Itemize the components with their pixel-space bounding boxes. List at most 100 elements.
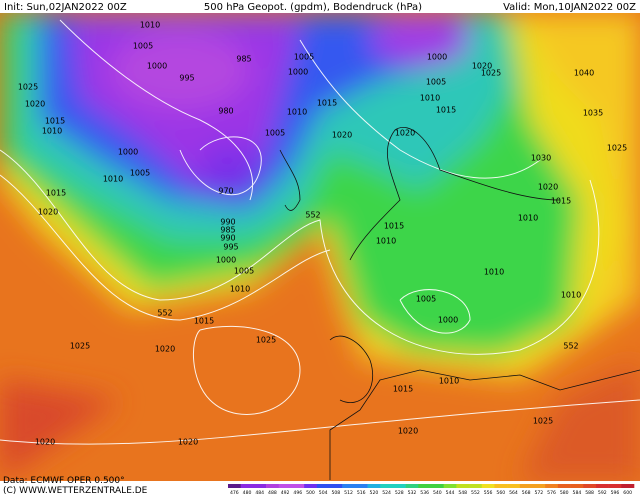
isobar-label: 1005 [265, 129, 285, 138]
isobar-label: 1000 [147, 62, 167, 71]
colorbar-label: 600 [623, 490, 632, 495]
colorbar-label: 528 [395, 490, 404, 495]
isobar-label-text: 1020 [538, 183, 558, 192]
isobar-label-text: 552 [157, 309, 172, 318]
isobar-label: 1020 [538, 183, 558, 192]
isobar-label: 1015 [551, 197, 571, 206]
isobar-label: 1005 [133, 42, 153, 51]
isobar-label-text: 1020 [332, 131, 352, 140]
isobar-label-text: 1010 [103, 175, 123, 184]
isobar-label: 1020 [398, 427, 418, 436]
isobar-label: 990 [220, 218, 235, 227]
isobar-label-text: 1040 [574, 69, 594, 78]
isobar-label: 1015 [317, 99, 337, 108]
colorbar-swatch [253, 484, 267, 488]
isobar-label: 1015 [384, 222, 404, 231]
colorbar-swatch [481, 484, 495, 488]
isobar-label-text: 1005 [265, 129, 285, 138]
map-title: 500 hPa Geopot. (gpdm), Bodendruck (hPa) [204, 2, 422, 13]
isobar-label-text: 990 [220, 234, 235, 243]
isobar-label-text: 1010 [561, 291, 581, 300]
isobar-label-text: 1010 [230, 285, 250, 294]
isobar-label: 1015 [45, 117, 65, 126]
colorbar-label: 588 [585, 490, 594, 495]
colorbar-label: 576 [547, 490, 556, 495]
isobar-label-text: 1000 [216, 256, 236, 265]
isobar-label-text: 985 [236, 55, 251, 64]
isobar-label: 1025 [481, 69, 501, 78]
colorbar-label: 544 [446, 490, 455, 495]
isobar-label-text: 1000 [118, 148, 138, 157]
colorbar-label: 584 [573, 490, 582, 495]
colorbar-swatch [621, 484, 635, 488]
isobar-label: 1020 [25, 100, 45, 109]
isobar-label-text: 1020 [398, 427, 418, 436]
isobar-label-text: 1010 [376, 237, 396, 246]
isobar-label: 1035 [583, 109, 603, 118]
isobar-label: 1000 [118, 148, 138, 157]
colorbar-label: 512 [344, 490, 353, 495]
isobar-label: 1010 [420, 94, 440, 103]
colorbar-swatch [342, 484, 356, 488]
isobar-label: 1015 [194, 317, 214, 326]
colorbar-label: 548 [458, 490, 467, 495]
isobar-label-text: 1020 [38, 208, 58, 217]
colorbar-swatch [278, 484, 292, 488]
isobar-label: 990 [220, 234, 235, 243]
isobar-label-text: 1005 [130, 169, 150, 178]
colorbar-swatch [469, 484, 483, 488]
isobar-label: 1025 [607, 144, 627, 153]
isobar-label: 985 [236, 55, 251, 64]
isobar-label-text: 1025 [607, 144, 627, 153]
colorbar-swatch [291, 484, 305, 488]
isobar-label-text: 1000 [438, 316, 458, 325]
copyright: (C) WWW.WETTERZENTRALE.DE [3, 486, 148, 495]
isobar-label-text: 1010 [42, 127, 62, 136]
isobar-label: 1020 [38, 208, 58, 217]
isobar-label-text: 1010 [140, 21, 160, 30]
isobar-label: 995 [223, 243, 238, 252]
isobar-label: 1005 [426, 78, 446, 87]
isobar-label-text: 1020 [25, 100, 45, 109]
colorbar-label: 540 [433, 490, 442, 495]
colorbar-label: 520 [370, 490, 379, 495]
colorbar-label: 496 [293, 490, 302, 495]
isobar-label: 1015 [436, 106, 456, 115]
colorbar-label: 488 [268, 490, 277, 495]
isobar-label: 1010 [484, 268, 504, 277]
init-time: Init: Sun,02JAN2022 00Z [4, 2, 127, 13]
colorbar-label: 568 [522, 490, 531, 495]
colorbar-label: 516 [357, 490, 366, 495]
isobar-label-text: 1010 [484, 268, 504, 277]
isobar-label: 995 [179, 74, 194, 83]
colorbar-swatch [316, 484, 330, 488]
isobar-label-text: 1010 [287, 108, 307, 117]
colorbar-label: 564 [509, 490, 518, 495]
colorbar-swatch [443, 484, 457, 488]
colorbar-label: 484 [255, 490, 264, 495]
isobar-label: 552 [563, 342, 578, 351]
colorbar-label: 532 [408, 490, 417, 495]
colorbar-label: 480 [243, 490, 252, 495]
isobar-label: 985 [220, 226, 235, 235]
colorbar-swatch [545, 484, 559, 488]
isobar-label: 1010 [376, 237, 396, 246]
isobar-label-text: 985 [220, 226, 235, 235]
colorbar-swatch [507, 484, 521, 488]
colorbar-label: 552 [471, 490, 480, 495]
colorbar-swatch [494, 484, 508, 488]
isobar-label: 1000 [438, 316, 458, 325]
isobar-label-text: 1025 [70, 342, 90, 351]
isobar-label: 1010 [230, 285, 250, 294]
colorbar-swatch [380, 484, 394, 488]
colorbar-swatch [456, 484, 470, 488]
isobar-label-text: 1010 [439, 377, 459, 386]
isobar-label: 1010 [287, 108, 307, 117]
colorbar-swatch [354, 484, 368, 488]
colorbar-label: 508 [331, 490, 340, 495]
isobar-label: 1005 [294, 53, 314, 62]
isobar-label: 1005 [130, 169, 150, 178]
colorbar-swatch [228, 484, 241, 488]
isobar-label-text: 1025 [533, 417, 553, 426]
